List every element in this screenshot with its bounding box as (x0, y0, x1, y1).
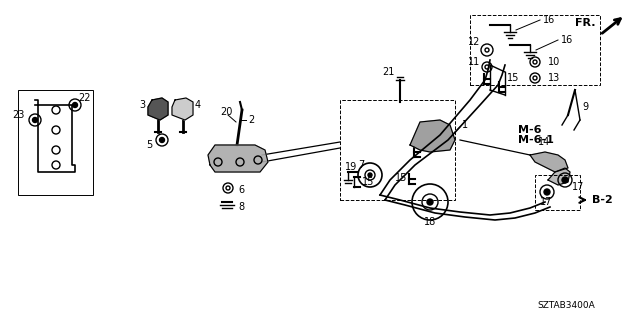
Text: SZTAB3400A: SZTAB3400A (537, 300, 595, 309)
Text: 17: 17 (572, 182, 584, 192)
Text: 9: 9 (582, 102, 588, 112)
Text: 15: 15 (362, 177, 374, 187)
Text: 3: 3 (139, 100, 145, 110)
Text: 10: 10 (548, 57, 560, 67)
Text: 5: 5 (146, 140, 152, 150)
Text: M-6: M-6 (518, 125, 541, 135)
Text: 7: 7 (358, 160, 364, 170)
Text: 17: 17 (540, 197, 552, 207)
Text: 6: 6 (238, 185, 244, 195)
Text: B-2: B-2 (592, 195, 612, 205)
Text: 14: 14 (538, 137, 550, 147)
Text: 23: 23 (13, 110, 25, 120)
Text: FR.: FR. (575, 18, 596, 28)
Text: 11: 11 (468, 57, 480, 67)
Text: 13: 13 (548, 73, 560, 83)
Bar (340, 100, 455, 200)
Text: 19: 19 (345, 162, 357, 172)
Polygon shape (172, 98, 193, 120)
Polygon shape (410, 120, 455, 152)
Text: 8: 8 (238, 202, 244, 212)
Text: 12: 12 (468, 37, 480, 47)
Circle shape (72, 102, 77, 108)
Circle shape (427, 199, 433, 205)
Text: 15: 15 (395, 173, 407, 183)
Text: 2: 2 (248, 115, 254, 125)
Circle shape (544, 189, 550, 195)
Text: M-6-1: M-6-1 (518, 135, 554, 145)
Text: 22: 22 (78, 93, 90, 103)
Text: 18: 18 (424, 217, 436, 227)
Polygon shape (208, 145, 268, 172)
Text: 15: 15 (507, 73, 520, 83)
Circle shape (368, 173, 372, 177)
Polygon shape (530, 152, 568, 172)
Bar (535, 175, 580, 210)
Text: 4: 4 (195, 100, 201, 110)
Text: 16: 16 (543, 15, 556, 25)
Text: 20: 20 (220, 107, 232, 117)
Circle shape (159, 138, 164, 142)
Circle shape (33, 117, 38, 123)
Bar (470, 15, 600, 85)
Text: 21: 21 (383, 67, 395, 77)
Polygon shape (148, 98, 168, 120)
Text: 1: 1 (462, 120, 468, 130)
Polygon shape (548, 168, 570, 185)
Bar (18, 90, 93, 195)
Circle shape (562, 177, 568, 183)
Text: 16: 16 (561, 35, 573, 45)
